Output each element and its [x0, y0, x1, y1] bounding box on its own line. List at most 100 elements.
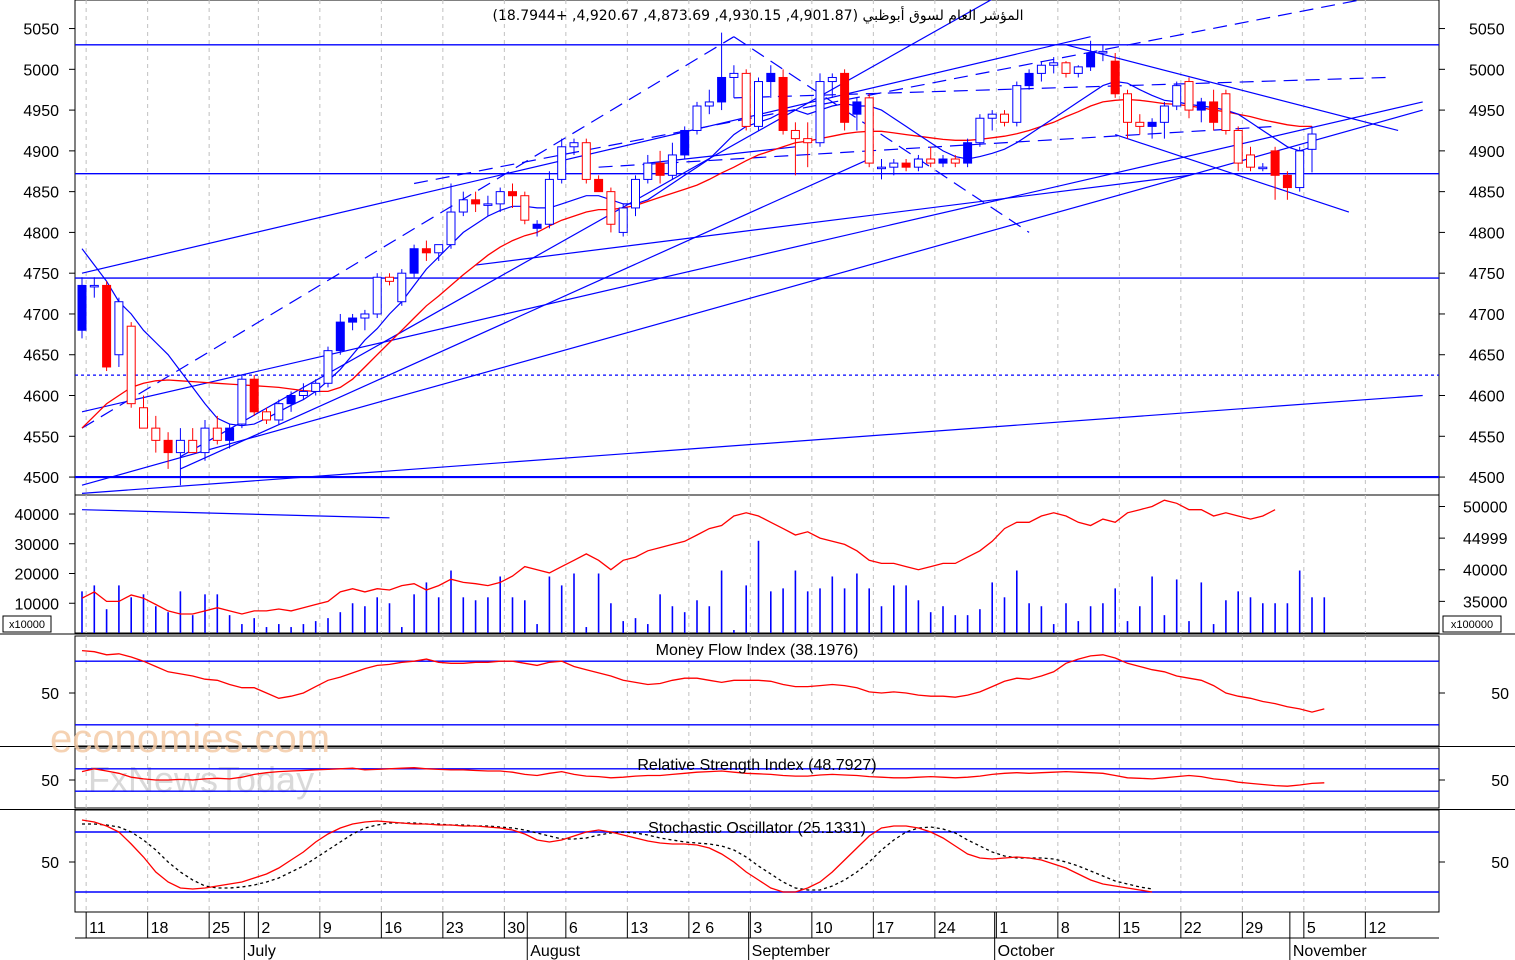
candle-body: [1172, 85, 1182, 107]
candle-body: [963, 142, 973, 164]
price-tick-label-left: 4900: [23, 144, 59, 161]
indicator-tick-label-right: 50: [1491, 773, 1509, 790]
x-day-label: 15: [1122, 920, 1140, 937]
candle-body: [1098, 50, 1108, 54]
candle-body: [1086, 52, 1096, 68]
candle-body: [372, 276, 382, 315]
candle-body: [1147, 121, 1157, 127]
candle-body: [766, 72, 776, 83]
x-day-label: 2: [261, 920, 270, 937]
candle-body: [729, 72, 739, 78]
price-axis: 4500 4500 4550 4550 4600 4600 4650 4650 4700 4700…: [23, 22, 1504, 488]
indicator-tick-label-left: 50: [41, 773, 59, 790]
candle-body: [262, 411, 271, 421]
candle-body: [913, 158, 923, 168]
candle-body: [1258, 166, 1268, 170]
candle-body: [618, 207, 628, 233]
candle-body: [606, 191, 616, 225]
candle-body: [594, 178, 604, 193]
candle-body: [667, 154, 677, 176]
price-tick-label-left: 4800: [23, 225, 59, 242]
candle-body: [385, 276, 394, 282]
candle-body: [557, 146, 567, 180]
trendline: [81, 109, 1423, 486]
candle-body: [852, 101, 862, 115]
candle-body: [1110, 60, 1120, 95]
chart-header-ohlc: المؤشر العام لسوق أبوظبي (4,901.87, 4,93…: [492, 6, 1023, 24]
candle-body: [421, 248, 431, 254]
trendline: [81, 509, 390, 519]
volume-bars: [81, 540, 1326, 633]
x-day-label: 18: [151, 920, 169, 937]
volume-left-unit-box: [2, 615, 52, 633]
indicator-tick-label-right: 50: [1491, 855, 1509, 872]
candle-body: [815, 81, 825, 144]
price-candles: [77, 32, 1317, 486]
indicator-tick-label-left: 50: [41, 686, 59, 703]
trendline: [1115, 133, 1350, 213]
candle-body: [175, 439, 185, 454]
volume-tick-label-right: 44999: [1463, 531, 1508, 548]
volume-right-unit: x100000: [1451, 619, 1493, 631]
candle-body: [1246, 154, 1255, 168]
x-day-label: 25: [212, 920, 230, 937]
candle-body: [323, 350, 333, 384]
candle-body: [1012, 85, 1022, 123]
price-tick-label-right: 4700: [1469, 307, 1505, 324]
candle-body: [1135, 121, 1145, 127]
candle-body: [151, 427, 161, 441]
candle-body: [458, 199, 468, 213]
candle-body: [200, 427, 210, 454]
price-tick-label-right: 4800: [1469, 225, 1505, 242]
trendline: [180, 158, 870, 470]
candle-body: [249, 378, 259, 413]
ma-fast-line: [81, 80, 1313, 427]
candle-body: [89, 284, 99, 288]
candle-body: [102, 284, 112, 368]
candle-body: [704, 101, 714, 107]
volume-tick-label-left: 20000: [15, 567, 60, 584]
x-day-label: 11: [89, 920, 106, 937]
x-axis: 11 18 25 2 9 16 23 30 6 13 2 6 3 10 17 24 1 8 15 22 29 5 12Ju…: [75, 912, 1439, 960]
x-month-label: August: [530, 943, 580, 960]
candle-body: [1024, 72, 1034, 87]
candle-body: [889, 162, 899, 168]
candle-body: [520, 195, 530, 221]
price-moving-averages: [81, 80, 1313, 429]
indicator-tick-label-right: 50: [1491, 686, 1509, 703]
candle-body: [901, 162, 911, 168]
price-tick-label-left: 4600: [23, 389, 59, 406]
x-day-label: 22: [1184, 920, 1202, 937]
candle-body: [1159, 105, 1169, 123]
x-day-label: 8: [1061, 920, 1070, 937]
candle-body: [1233, 129, 1243, 164]
price-tick-label-right: 4650: [1469, 348, 1505, 365]
candle-body: [397, 272, 407, 303]
trendline: [733, 36, 1030, 233]
candle-body: [77, 284, 87, 331]
candle-body: [1049, 62, 1059, 66]
candle-body: [163, 439, 173, 454]
watermark-economies: economies.com: [50, 717, 330, 761]
price-tick-label-right: 5000: [1469, 62, 1505, 79]
candle-body: [1073, 66, 1083, 74]
rsi-title: Relative Strength Index (48.7927): [637, 757, 876, 774]
candle-body: [877, 166, 886, 170]
price-tick-label-left: 4750: [23, 266, 59, 283]
candle-body: [446, 211, 456, 246]
x-day-label: 23: [446, 920, 464, 937]
candle-body: [335, 321, 345, 352]
candle-body: [1036, 64, 1046, 74]
trendline: [81, 36, 735, 429]
candle-body: [569, 142, 579, 148]
candle-body: [126, 325, 136, 405]
volume-avg-line: [81, 499, 1276, 615]
panel-frames: [0, 0, 1515, 913]
stochastic-d-line: [82, 822, 1153, 891]
x-day-label: 17: [876, 920, 894, 937]
candle-body: [434, 244, 444, 254]
price-horizontal-levels: [75, 44, 1439, 479]
candle-body: [188, 439, 198, 454]
volume-tick-label-left: 10000: [15, 596, 60, 613]
volume-tick-label-right: 35000: [1463, 594, 1508, 611]
